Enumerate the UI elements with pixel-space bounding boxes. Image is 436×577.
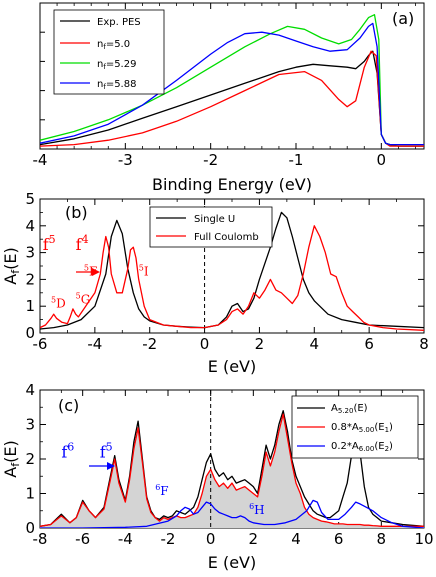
panel-b-arrow-head [92, 268, 100, 276]
panel-a-letter: (a) [392, 9, 414, 28]
y-tick-label: 2 [25, 270, 35, 288]
series-line-n-f-5-88 [40, 22, 424, 146]
legend-label-full-coulomb: Full Coulomb [194, 232, 259, 243]
series-line-n-f-5-0 [40, 50, 424, 147]
panel-b-xlabel: E (eV) [208, 357, 256, 376]
x-tick-label: -4 [118, 530, 133, 548]
shaded-area-under-a500 [40, 414, 424, 528]
legend-label-nf-5-88: nf=5.88 [97, 79, 136, 91]
panel-b-legend: Single U Full Coulomb [149, 206, 273, 248]
panel-c-series [40, 410, 424, 528]
legend-label-a520: A5.20(E) [331, 403, 368, 415]
panel-a-ticks [39, 3, 416, 149]
y-tick-label: 0 [25, 519, 35, 537]
panel-c-shaded-area [40, 414, 424, 528]
panel-a: -4 -3 -2 -1 0 (a) Binding Energy (eV) Exp. P… [33, 2, 425, 194]
x-tick-label: -4 [33, 151, 48, 169]
legend-label-single-u: Single U [194, 214, 235, 225]
y-tick-label: 3 [25, 416, 35, 434]
x-tick-label: 4 [310, 335, 320, 353]
x-tick-label: 0 [200, 335, 210, 353]
panel-a-xlabel: Binding Energy (eV) [152, 175, 312, 194]
x-tick-label: -2 [203, 151, 218, 169]
x-tick-label: 6 [364, 335, 374, 353]
panel-a-legend: Exp. PES nf=5.0 nf=5.29 nf=5.88 [53, 9, 165, 95]
panel-c-annotations: f6 f5 6F 6H [61, 440, 264, 517]
panel-a-tick-labels: -4 -3 -2 -1 0 [33, 151, 387, 169]
x-tick-label: -3 [118, 151, 133, 169]
series-line-full-coulomb [40, 225, 424, 331]
y-tick-label: 0 [25, 324, 35, 342]
y-tick-label: 2 [25, 450, 35, 468]
y-tick-label: 1 [25, 485, 35, 503]
annotation-f5: f5 [43, 233, 56, 254]
panel-c-arrow-head [107, 462, 115, 470]
panel-c: -8 -6 -4 -2 0 2 4 6 8 10 0 1 2 3 4 f6 f5 6F 6H (c) E (eV)… [1, 381, 434, 572]
annotation-f6: f6 [61, 440, 74, 461]
y-tick-label: 4 [25, 381, 35, 399]
annotation-6H: 6H [249, 502, 265, 517]
x-tick-label: 2 [249, 530, 259, 548]
x-tick-label: 0 [377, 151, 387, 169]
panel-b-tick-labels: -6 -4 -2 0 2 4 6 8 0 1 2 3 4 5 [25, 190, 428, 353]
x-tick-label: -6 [75, 530, 90, 548]
series-line-0-2-a-6-00-e-2- [40, 499, 424, 528]
annotation-5I: 5I [139, 263, 149, 278]
panel-b-series [40, 211, 424, 331]
panel-b-ylabel: Af(E) [1, 247, 22, 284]
legend-label-nf-5-29: nf=5.29 [97, 59, 136, 71]
annotation-f4: f4 [76, 233, 89, 254]
panel-a-legend-box [53, 9, 165, 95]
panel-b-legend-box [149, 206, 273, 248]
x-tick-label: -6 [33, 335, 48, 353]
panel-b-letter: (b) [65, 203, 88, 222]
series-line-single-u [40, 211, 424, 330]
x-tick-label: 8 [377, 530, 387, 548]
annotation-f5: f5 [100, 440, 113, 461]
panel-b-ticks [39, 198, 425, 334]
panel-c-letter: (c) [58, 396, 79, 415]
x-tick-label: -4 [87, 335, 102, 353]
series-line-0-8-a-5-00-e-1- [40, 413, 424, 527]
panel-c-ylabel: Af(E) [1, 440, 22, 477]
x-tick-label: -2 [142, 335, 157, 353]
y-tick-label: 3 [25, 244, 35, 262]
panel-a-series [40, 14, 424, 147]
y-tick-label: 4 [25, 217, 35, 235]
panel-c-legend: A5.20(E) 0.8*A5.00(E1) 0.2*A6.00(E2) [291, 395, 419, 459]
panel-c-tick-labels: -8 -6 -4 -2 0 2 4 6 8 10 0 1 2 3 4 [25, 381, 433, 548]
legend-label-a600: 0.2*A6.00(E2) [331, 441, 393, 453]
annotation-5D: 5D [51, 296, 66, 311]
x-tick-label: 0 [206, 530, 216, 548]
legend-label-nf-5-0: nf=5.0 [97, 39, 130, 51]
x-tick-label: 6 [334, 530, 344, 548]
x-tick-label: 8 [419, 335, 429, 353]
panel-a-frame [39, 2, 425, 150]
x-tick-label: 10 [414, 530, 433, 548]
x-tick-label: -8 [33, 530, 48, 548]
x-tick-label: -1 [289, 151, 304, 169]
panel-c-xlabel: E (eV) [208, 553, 256, 572]
x-tick-label: 2 [255, 335, 265, 353]
annotation-5G: 5G [76, 292, 91, 307]
x-tick-label: 4 [291, 530, 301, 548]
x-tick-label: -2 [161, 530, 176, 548]
y-tick-label: 5 [25, 190, 35, 208]
annotation-6F: 6F [155, 483, 168, 498]
y-tick-label: 1 [25, 297, 35, 315]
legend-label-a500: 0.8*A5.00(E1) [331, 422, 393, 434]
legend-label-exp: Exp. PES [97, 17, 141, 28]
